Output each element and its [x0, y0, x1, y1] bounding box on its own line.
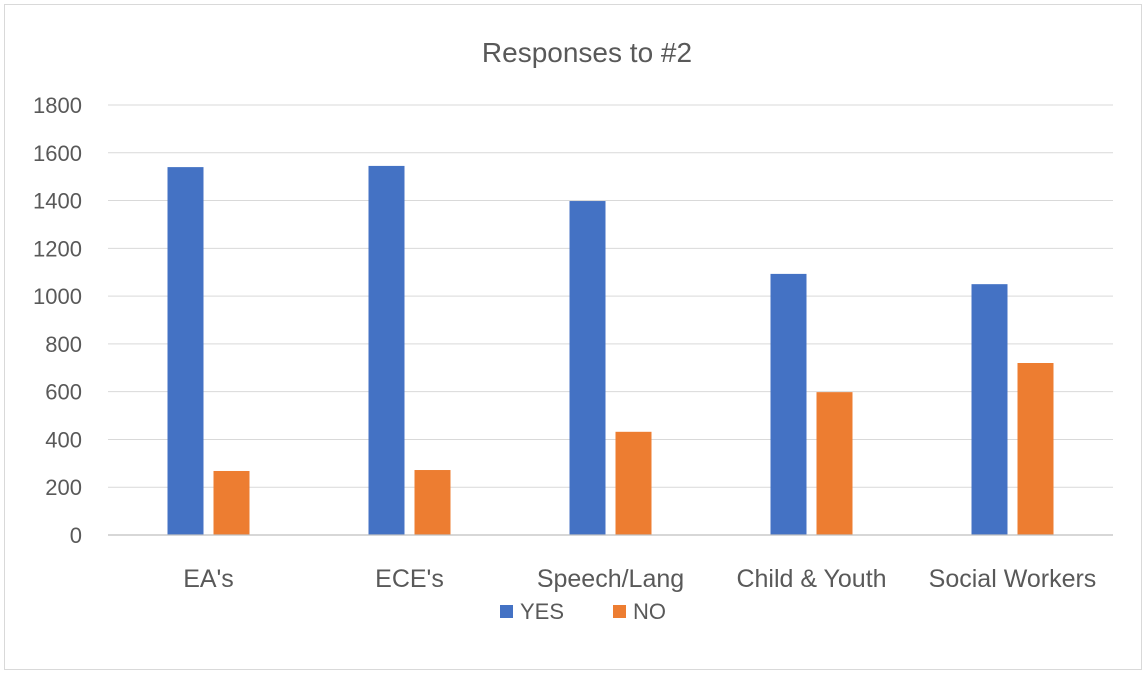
legend: YES NO — [500, 599, 666, 624]
x-category-label: Social Workers — [929, 565, 1097, 593]
x-axis-categories: EA's ECE's Speech/Lang Child & Youth Social … — [183, 565, 1096, 593]
y-tick-label: 600 — [45, 380, 82, 405]
gridlines — [108, 104, 1113, 488]
bar-no-0 — [213, 470, 250, 535]
bar-no-1 — [414, 470, 451, 535]
bar-no-3 — [816, 392, 853, 535]
y-tick-label: 1800 — [33, 93, 82, 118]
bar-yes-3 — [770, 273, 807, 535]
x-category-label: Speech/Lang — [537, 565, 684, 593]
bar-no-2 — [615, 431, 652, 535]
bar-yes-0 — [167, 167, 204, 535]
legend-label-yes: YES — [520, 599, 564, 624]
chart-title: Responses to #2 — [482, 37, 692, 68]
y-axis-ticks: 0 200 400 600 800 1000 1200 1400 1600 1800 — [33, 93, 82, 548]
legend-swatch-no — [613, 605, 626, 618]
x-category-label: ECE's — [375, 565, 444, 593]
y-tick-label: 400 — [45, 427, 82, 452]
bar-yes-4 — [971, 284, 1008, 535]
legend-swatch-yes — [500, 605, 513, 618]
y-tick-label: 1400 — [33, 189, 82, 214]
y-tick-label: 200 — [45, 475, 82, 500]
x-category-label: Child & Youth — [736, 565, 886, 593]
y-tick-label: 1000 — [33, 284, 82, 309]
y-tick-label: 1200 — [33, 236, 82, 261]
bar-yes-2 — [569, 201, 606, 536]
legend-label-no: NO — [633, 599, 666, 624]
y-tick-label: 1600 — [33, 141, 82, 166]
x-category-label: EA's — [183, 565, 234, 593]
bars — [167, 165, 1054, 536]
bar-no-4 — [1017, 363, 1054, 535]
bar-yes-1 — [368, 165, 405, 535]
y-tick-label: 0 — [70, 523, 82, 548]
y-tick-label: 800 — [45, 332, 82, 357]
